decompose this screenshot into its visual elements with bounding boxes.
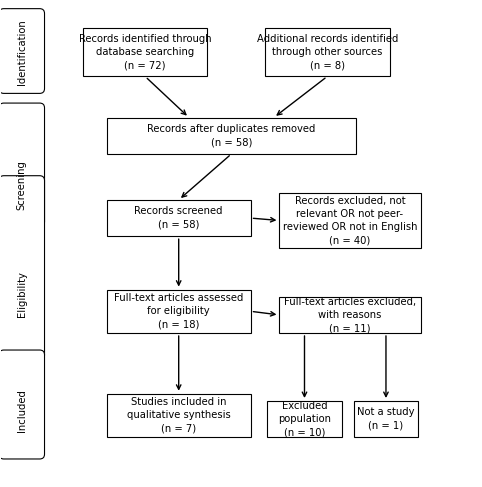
Text: Identification: Identification <box>17 19 27 85</box>
Text: Records identified through
database searching
(n = 72): Records identified through database sear… <box>79 34 212 71</box>
FancyBboxPatch shape <box>0 350 44 459</box>
FancyBboxPatch shape <box>0 176 44 360</box>
Text: Records excluded, not
relevant OR not peer-
reviewed OR not in English
(n = 40): Records excluded, not relevant OR not pe… <box>283 196 417 245</box>
FancyBboxPatch shape <box>0 103 44 226</box>
FancyBboxPatch shape <box>83 28 207 76</box>
Text: Records after duplicates removed
(n = 58): Records after duplicates removed (n = 58… <box>147 124 316 148</box>
Text: Full-text articles excluded,
with reasons
(n = 11): Full-text articles excluded, with reason… <box>284 297 416 333</box>
Text: Records screened
(n = 58): Records screened (n = 58) <box>134 206 223 230</box>
FancyBboxPatch shape <box>107 289 251 333</box>
FancyBboxPatch shape <box>265 28 389 76</box>
FancyBboxPatch shape <box>280 297 421 333</box>
FancyBboxPatch shape <box>107 200 251 236</box>
Text: Additional records identified
through other sources
(n = 8): Additional records identified through ot… <box>256 34 398 71</box>
Text: Studies included in
qualitative synthesis
(n = 7): Studies included in qualitative synthesi… <box>127 397 230 433</box>
FancyBboxPatch shape <box>0 9 44 94</box>
Text: Eligibility: Eligibility <box>17 271 27 318</box>
FancyBboxPatch shape <box>107 393 251 437</box>
Text: Excluded
population
(n = 10): Excluded population (n = 10) <box>278 401 331 437</box>
Text: Not a study
(n = 1): Not a study (n = 1) <box>357 408 415 431</box>
FancyBboxPatch shape <box>354 401 418 437</box>
Text: Screening: Screening <box>17 160 27 210</box>
FancyBboxPatch shape <box>107 117 356 154</box>
Text: Full-text articles assessed
for eligibility
(n = 18): Full-text articles assessed for eligibil… <box>114 293 243 330</box>
FancyBboxPatch shape <box>280 193 421 248</box>
FancyBboxPatch shape <box>268 401 342 437</box>
Text: Included: Included <box>17 389 27 432</box>
